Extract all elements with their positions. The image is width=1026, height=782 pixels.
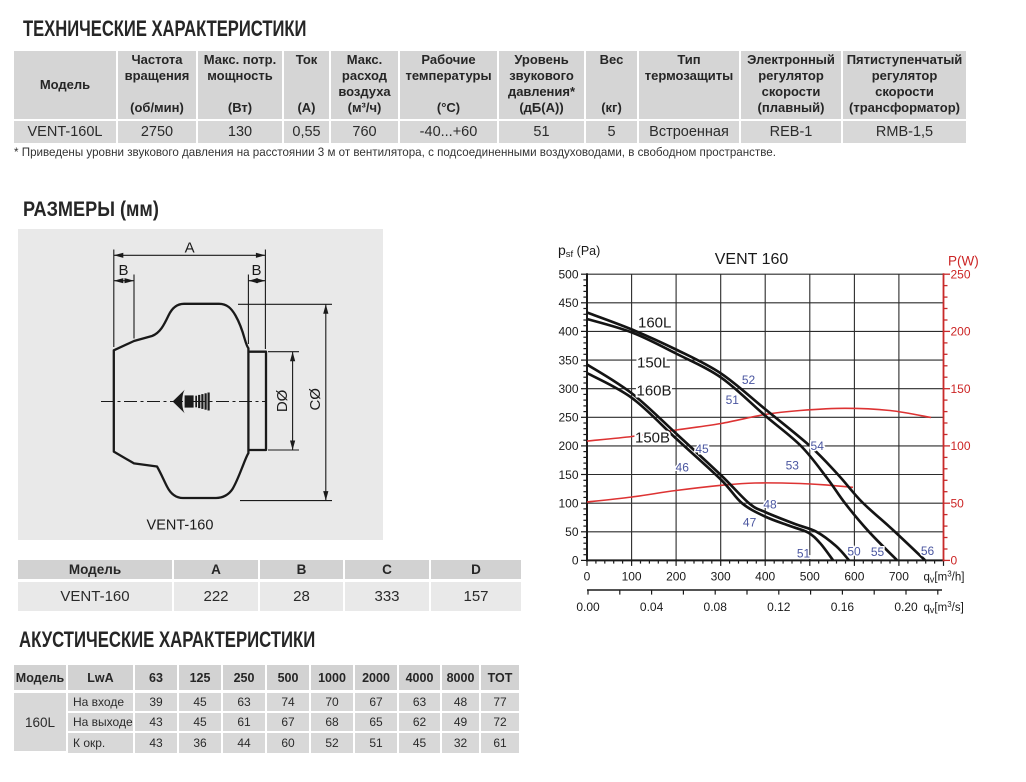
svg-text:150B: 150B	[635, 430, 670, 447]
svg-text:400: 400	[558, 325, 578, 339]
svg-text:51: 51	[726, 393, 740, 407]
svg-text:0.20: 0.20	[894, 600, 918, 614]
svg-text:54: 54	[811, 439, 825, 453]
svg-text:P(W): P(W)	[948, 254, 979, 269]
svg-text:qv[m3/s]: qv[m3/s]	[924, 600, 964, 615]
svg-text:700: 700	[889, 569, 909, 583]
svg-text:250: 250	[558, 411, 578, 425]
svg-text:150: 150	[951, 382, 971, 396]
svg-text:0.08: 0.08	[704, 600, 728, 614]
svg-text:A: A	[185, 240, 195, 257]
svg-text:250: 250	[951, 268, 971, 282]
svg-text:0: 0	[951, 554, 958, 568]
svg-text:0.00: 0.00	[576, 600, 600, 614]
svg-text:600: 600	[844, 569, 864, 583]
svg-text:B: B	[118, 262, 128, 279]
svg-text:51: 51	[797, 546, 811, 560]
svg-text:psf (Pa): psf (Pa)	[558, 242, 600, 260]
svg-text:160B: 160B	[637, 383, 672, 400]
svg-text:400: 400	[755, 569, 775, 583]
svg-text:100: 100	[622, 569, 642, 583]
svg-text:200: 200	[951, 325, 971, 339]
svg-text:0: 0	[572, 554, 579, 568]
svg-text:B: B	[251, 262, 261, 279]
svg-text:48: 48	[763, 497, 777, 511]
svg-text:qv[m3/h]: qv[m3/h]	[924, 569, 965, 584]
svg-text:100: 100	[951, 439, 971, 453]
svg-text:450: 450	[558, 296, 578, 310]
svg-text:200: 200	[558, 439, 578, 453]
svg-text:VENT 160: VENT 160	[715, 251, 789, 268]
svg-text:0.12: 0.12	[767, 600, 791, 614]
svg-text:150: 150	[558, 468, 578, 482]
svg-text:55: 55	[871, 545, 885, 559]
svg-text:56: 56	[921, 544, 935, 558]
svg-text:53: 53	[786, 459, 800, 473]
svg-text:52: 52	[742, 373, 756, 387]
svg-text:500: 500	[558, 268, 578, 282]
svg-text:0: 0	[584, 569, 591, 583]
svg-text:46: 46	[676, 461, 690, 475]
svg-text:0.16: 0.16	[831, 600, 855, 614]
svg-text:100: 100	[558, 497, 578, 511]
svg-text:CØ: CØ	[307, 388, 324, 411]
svg-text:500: 500	[800, 569, 820, 583]
svg-text:200: 200	[666, 569, 686, 583]
svg-text:150L: 150L	[637, 355, 670, 372]
svg-text:0.04: 0.04	[640, 600, 664, 614]
svg-text:50: 50	[951, 497, 965, 511]
svg-text:47: 47	[743, 516, 757, 530]
svg-text:160L: 160L	[638, 315, 671, 332]
svg-text:50: 50	[847, 544, 861, 558]
svg-text:350: 350	[558, 353, 578, 367]
svg-text:VENT-160: VENT-160	[147, 517, 214, 533]
svg-text:45: 45	[695, 442, 709, 456]
svg-text:300: 300	[711, 569, 731, 583]
svg-text:DØ: DØ	[274, 389, 291, 412]
svg-text:300: 300	[558, 382, 578, 396]
svg-text:50: 50	[565, 525, 579, 539]
